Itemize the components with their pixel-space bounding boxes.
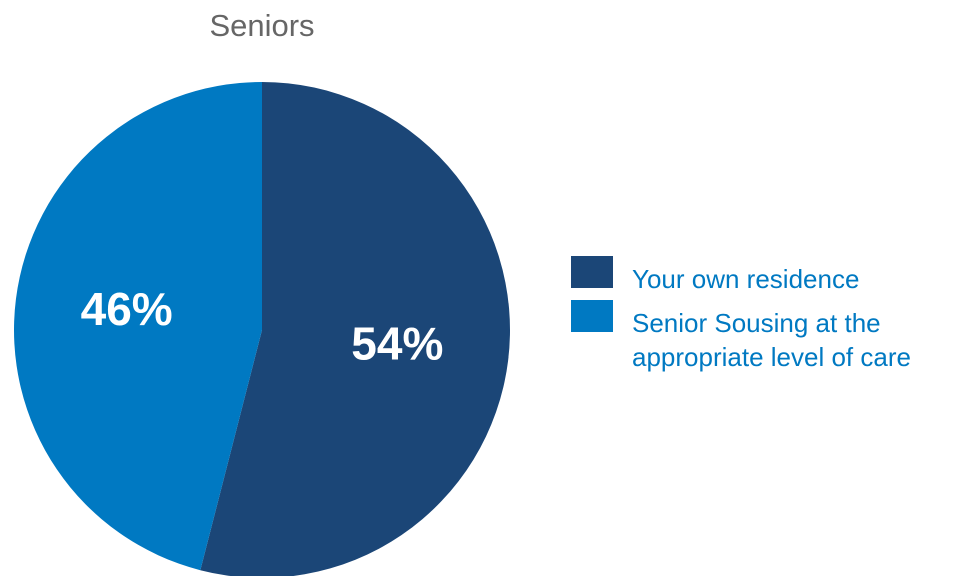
pie-slices bbox=[14, 82, 510, 576]
legend-label: Senior Sousing at the appropriate level … bbox=[632, 308, 911, 372]
legend-item-senior-housing: Senior Sousing at the appropriate level … bbox=[571, 300, 951, 380]
legend-label: Your own residence bbox=[632, 264, 860, 294]
legend: Your own residence Senior Sousing at the… bbox=[571, 256, 951, 380]
legend-item-own-residence: Your own residence bbox=[571, 256, 951, 300]
slice-value-label: 46% bbox=[81, 283, 173, 335]
legend-swatch bbox=[571, 300, 613, 332]
legend-swatch bbox=[571, 256, 613, 288]
pie-labels: 54% 46% bbox=[81, 283, 444, 369]
pie-slice-1 bbox=[200, 82, 510, 576]
pie-slice-2 bbox=[14, 82, 262, 571]
slice-value-label: 54% bbox=[351, 317, 443, 369]
chart-title: Seniors bbox=[209, 8, 315, 43]
